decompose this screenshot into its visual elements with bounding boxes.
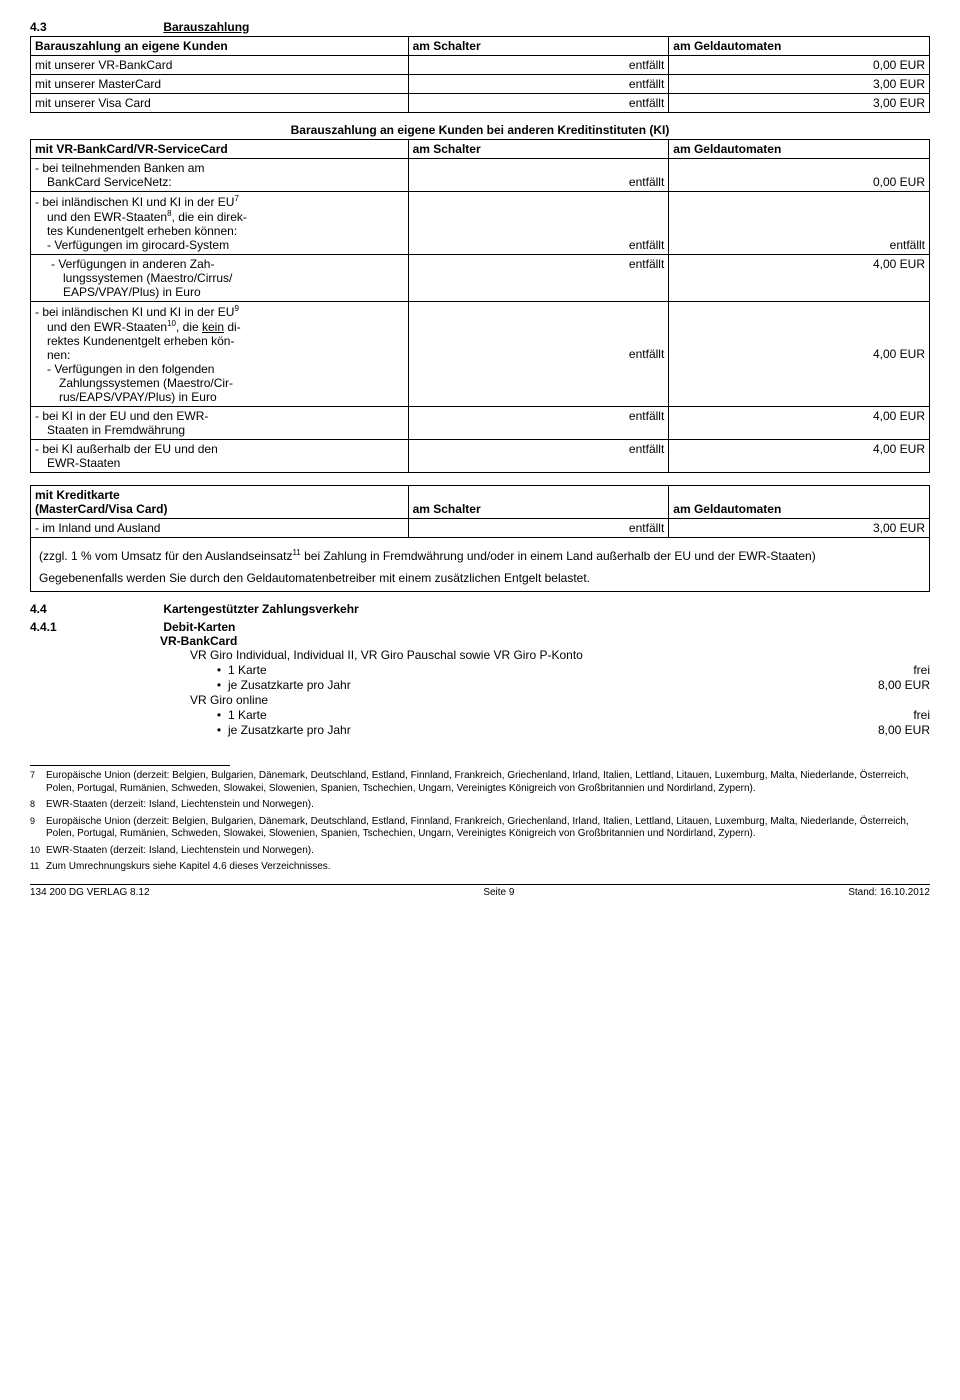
vr-bankcard-block: VR-BankCard VR Giro Individual, Individu… (30, 634, 930, 737)
bullet-icon: • (210, 723, 228, 737)
t1-h2: am Schalter (408, 37, 669, 56)
footnote: 10EWR-Staaten (derzeit: Island, Liechten… (30, 845, 930, 858)
bullet-icon: • (210, 678, 228, 692)
atm-operator-note: Gegebenenfalls werden Sie durch den Geld… (39, 571, 921, 585)
footer-right: Stand: 16.10.2012 (848, 887, 930, 898)
bullet-label: je Zusatzkarte pro Jahr (228, 723, 840, 737)
footnotes: 7Europäische Union (derzeit: Belgien, Bu… (30, 765, 930, 874)
table-row: mit unserer Visa Card entfällt 3,00 EUR (31, 94, 930, 113)
bullet-value: 8,00 EUR (840, 678, 930, 692)
table-row: - im Inland und Ausland entfällt 3,00 EU… (31, 519, 930, 538)
bullet-label: 1 Karte (228, 663, 840, 677)
footnote: 11Zum Umrechnungskurs siehe Kapitel 4.6 … (30, 861, 930, 874)
section-4-4-1: 4.4.1 Debit-Karten (30, 620, 930, 634)
bullet-value: frei (840, 708, 930, 722)
footnote: 9Europäische Union (derzeit: Belgien, Bu… (30, 816, 930, 841)
vr-sub2: VR Giro online (160, 693, 930, 707)
t2-h1: mit VR-BankCard/VR-ServiceCard (31, 140, 409, 159)
table-row: (zzgl. 1 % vom Umsatz für den Auslandsei… (31, 538, 930, 592)
section-title: Barauszahlung (163, 20, 249, 34)
bullet-value: 8,00 EUR (840, 723, 930, 737)
footnote: 8EWR-Staaten (derzeit: Island, Liechtens… (30, 799, 930, 812)
bullet-icon: • (210, 663, 228, 677)
surcharge-note: (zzgl. 1 % vom Umsatz für den Auslandsei… (39, 548, 921, 563)
t3-h1: mit Kreditkarte (MasterCard/Visa Card) (31, 486, 409, 519)
table-row: - bei KI außerhalb der EU und den EWR-St… (31, 440, 930, 473)
page-footer: 134 200 DG VERLAG 8.12 Seite 9 Stand: 16… (30, 884, 930, 898)
table-barauszahlung-ki: mit VR-BankCard/VR-ServiceCard am Schalt… (30, 139, 930, 473)
footnote: 7Europäische Union (derzeit: Belgien, Bu… (30, 770, 930, 795)
t1-h1: Barauszahlung an eigene Kunden (31, 37, 409, 56)
bullet-icon: • (210, 708, 228, 722)
table-kreditkarte: mit Kreditkarte (MasterCard/Visa Card) a… (30, 485, 930, 592)
bullet-label: je Zusatzkarte pro Jahr (228, 678, 840, 692)
section-4-4: 4.4 Kartengestützter Zahlungsverkehr (30, 602, 930, 616)
section-heading: 4.3 Barauszahlung (30, 20, 930, 34)
bullet-label: 1 Karte (228, 708, 840, 722)
footer-left: 134 200 DG VERLAG 8.12 (30, 887, 150, 898)
t1-h3: am Geldautomaten (669, 37, 930, 56)
table-row: - bei KI in der EU und den EWR- Staaten … (31, 407, 930, 440)
table-row: - bei teilnehmenden Banken am BankCard S… (31, 159, 930, 192)
table-row: mit unserer MasterCard entfällt 3,00 EUR (31, 75, 930, 94)
t2-h3: am Geldautomaten (669, 140, 930, 159)
t3-h3: am Geldautomaten (669, 486, 930, 519)
table-row: mit unserer VR-BankCard entfällt 0,00 EU… (31, 56, 930, 75)
vr-bankcard-title: VR-BankCard (160, 634, 930, 648)
section-number: 4.3 (30, 20, 160, 34)
footer-center: Seite 9 (483, 887, 514, 898)
mid-title: Barauszahlung an eigene Kunden bei ander… (30, 123, 930, 137)
t2-h2: am Schalter (408, 140, 669, 159)
table-row: - Verfügungen in anderen Zah- lungssyste… (31, 255, 930, 302)
t3-h2: am Schalter (408, 486, 669, 519)
bullet-value: frei (840, 663, 930, 677)
table-row: - bei inländischen KI und KI in der EU7 … (31, 192, 930, 255)
table-row: - bei inländischen KI und KI in der EU9 … (31, 302, 930, 407)
vr-sub1: VR Giro Individual, Individual II, VR Gi… (160, 648, 930, 662)
table-barauszahlung-eigene: Barauszahlung an eigene Kunden am Schalt… (30, 36, 930, 113)
